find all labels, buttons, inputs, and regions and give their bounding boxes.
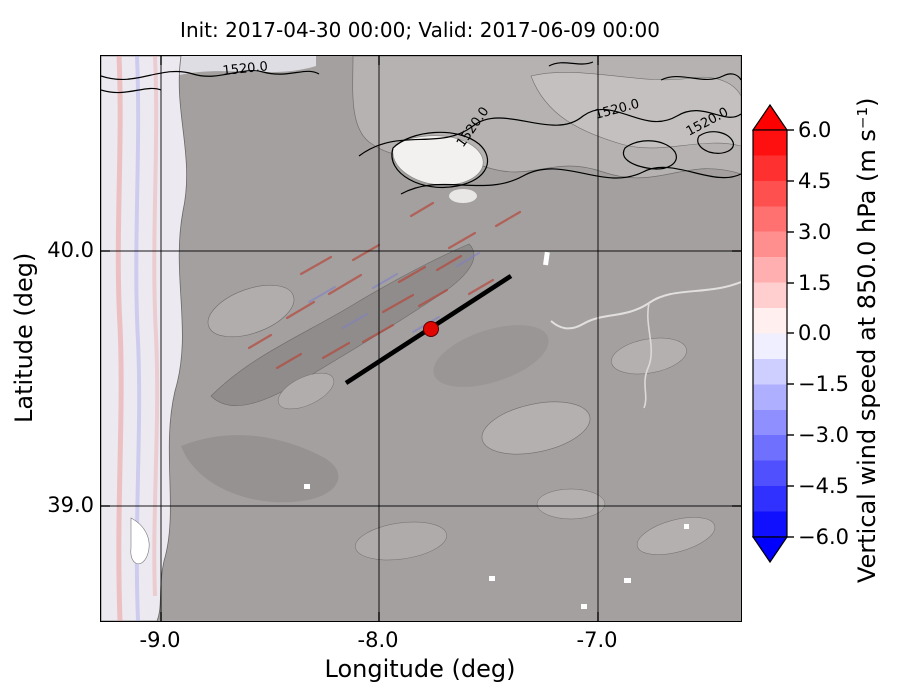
ocean-layer	[101, 56, 188, 621]
colorbar-tick-label: 1.5	[798, 271, 832, 295]
river-lines	[550, 281, 741, 409]
colorbar-tick-label: −6.0	[798, 525, 849, 549]
colorbar-gradient	[752, 129, 788, 538]
ocean-streak	[152, 56, 160, 597]
x-tick-label: -9.0	[139, 628, 181, 652]
estuary	[130, 517, 150, 565]
wave-streaks-positive	[247, 201, 522, 370]
y-tick-label: 39.0	[47, 493, 94, 517]
grid-lines	[101, 56, 741, 621]
plot-title: Init: 2017-04-30 00:00; Valid: 2017-06-0…	[180, 18, 660, 42]
x-tick-label: -7.0	[576, 628, 618, 652]
x-axis-label: Longitude (deg)	[324, 655, 516, 683]
contour-lines	[101, 61, 741, 195]
map-canvas: 1520.0 1520.0 1520.0 1520.0	[101, 56, 741, 621]
x-tick-label: -8.0	[357, 628, 399, 652]
contour-label: 1520.0	[222, 59, 269, 79]
colorbar-extend-up-arrow	[751, 103, 789, 131]
colorbar-axis-label: Vertical wind speed at 850.0 hPa (m s⁻¹)	[853, 97, 881, 583]
colorbar-tick-label: 3.0	[798, 220, 832, 244]
axis-tick-marks	[101, 56, 741, 621]
coastline	[101, 56, 188, 621]
ocean-streak	[115, 56, 124, 621]
map-plot-area: 1520.0 1520.0 1520.0 1520.0	[100, 55, 742, 622]
colorbar-tick-label: −4.5	[798, 474, 849, 498]
y-tick-label: 40.0	[47, 238, 94, 262]
colorbar-tick-label: 6.0	[798, 118, 832, 142]
snow-patches	[304, 135, 689, 609]
y-axis-label: Latitude (deg)	[10, 252, 38, 423]
colorbar-tick-label: 4.5	[798, 169, 832, 193]
colorbar	[751, 103, 797, 569]
colorbar-extend-down-arrow	[751, 536, 789, 564]
location-marker	[423, 321, 439, 337]
colorbar-tick-marks	[787, 129, 794, 538]
colorbar-tick-label: −3.0	[798, 423, 849, 447]
colorbar-tick-label: −1.5	[798, 372, 849, 396]
colorbar-tick-label: 0.0	[798, 321, 832, 345]
